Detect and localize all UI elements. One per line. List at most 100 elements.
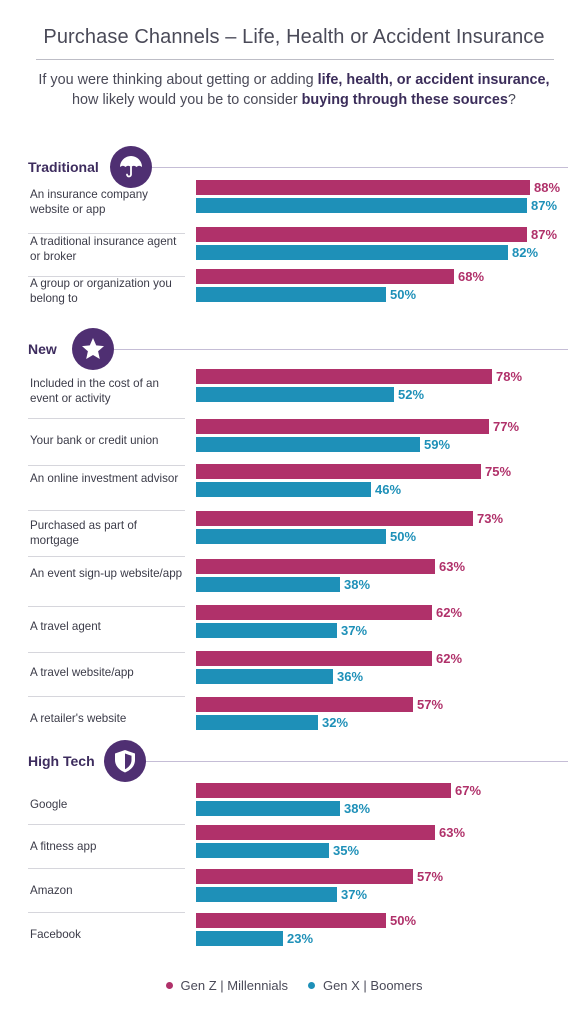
bar-a-group-or-organization-you-belong-to-gen-x-boomers (196, 287, 386, 302)
legend: Gen Z | Millennials Gen X | Boomers (0, 978, 588, 993)
data-label: 38% (344, 577, 371, 592)
bar-amazon-gen-z-millennials (196, 869, 413, 884)
data-label: 87% (531, 198, 558, 213)
data-label: 57% (417, 869, 444, 884)
data-label: 46% (375, 482, 402, 497)
bar-a-travel-agent-gen-x-boomers (196, 623, 337, 638)
category-label: A travel agent (30, 620, 101, 633)
bar-a-travel-agent-gen-z-millennials (196, 605, 432, 620)
title-divider (36, 59, 554, 60)
data-label: 77% (493, 419, 520, 434)
category-label: An insurance company website or app (30, 188, 148, 216)
data-label: 88% (534, 180, 561, 195)
data-label: 73% (477, 511, 504, 526)
data-label: 37% (341, 623, 368, 638)
bar-a-group-or-organization-you-belong-to-gen-z-millennials (196, 269, 454, 284)
bar-a-travel-website-app-gen-z-millennials (196, 651, 432, 666)
subtitle-part: If you were thinking about getting or ad… (38, 72, 318, 88)
bar-an-insurance-company-website-or-app-gen-z-millennials (196, 180, 530, 195)
bar-purchased-as-part-of-mortgage-gen-x-boomers (196, 529, 386, 544)
data-label: 68% (458, 269, 485, 284)
bar-facebook-gen-z-millennials (196, 913, 386, 928)
data-label: 82% (512, 245, 539, 260)
bar-an-event-sign-up-website-app-gen-z-millennials (196, 559, 435, 574)
category-label: Purchased as part of mortgage (30, 519, 137, 547)
data-label: 75% (485, 464, 512, 479)
bar-your-bank-or-credit-union-gen-z-millennials (196, 419, 489, 434)
chart-title: Purchase Channels – Life, Health or Acci… (43, 26, 545, 48)
row-separator (28, 696, 185, 697)
category-label: Google (30, 798, 68, 811)
data-label: 63% (439, 825, 466, 840)
subtitle-part: how likely would you be to consider (72, 92, 302, 108)
data-label: 62% (436, 605, 463, 620)
bar-a-travel-website-app-gen-x-boomers (196, 669, 333, 684)
legend-item-gen-x-boomers: Gen X | Boomers (307, 978, 423, 993)
legend-swatch (165, 982, 173, 989)
data-label: 38% (344, 801, 371, 816)
legend-swatch (307, 982, 315, 989)
data-label: 78% (496, 369, 523, 384)
bar-a-retailer-s-website-gen-z-millennials (196, 697, 413, 712)
section-title-traditional: Traditional (28, 159, 99, 175)
bar-google-gen-x-boomers (196, 801, 340, 816)
data-label: 59% (424, 437, 451, 452)
data-label: 50% (390, 913, 417, 928)
bar-a-fitness-app-gen-x-boomers (196, 843, 329, 858)
row-separator (28, 233, 185, 234)
subtitle-part: ? (507, 92, 516, 108)
category-label: A traditional insurance agent or broker (30, 235, 177, 263)
category-label: An event sign-up website/app (30, 567, 183, 580)
bar-a-traditional-insurance-agent-or-broker-gen-x-boomers (196, 245, 508, 260)
category-label: A group or organization you belong to (30, 277, 172, 305)
category-label: A fitness app (30, 840, 97, 853)
category-label: Facebook (30, 928, 81, 941)
row-separator (28, 606, 185, 607)
category-label: Included in the cost of an event or acti… (30, 377, 159, 405)
data-label: 35% (333, 843, 360, 858)
bar-an-online-investment-advisor-gen-z-millennials (196, 464, 481, 479)
row-separator (28, 276, 185, 277)
section-title-high-tech: High Tech (28, 753, 95, 769)
data-label: 37% (341, 887, 368, 902)
bar-included-in-the-cost-of-an-event-or-activity-gen-x-boomers (196, 387, 394, 402)
data-label: 36% (337, 669, 364, 684)
bar-your-bank-or-credit-union-gen-x-boomers (196, 437, 420, 452)
bar-included-in-the-cost-of-an-event-or-activity-gen-z-millennials (196, 369, 492, 384)
star-icon (72, 328, 114, 370)
section-divider (152, 167, 568, 168)
data-label: 62% (436, 651, 463, 666)
category-label: Amazon (30, 884, 73, 897)
subtitle-emphasis: life, health, or accident insurance, (317, 72, 550, 88)
bar-purchased-as-part-of-mortgage-gen-z-millennials (196, 511, 473, 526)
category-label: An online investment advisor (30, 472, 179, 485)
bar-a-fitness-app-gen-z-millennials (196, 825, 435, 840)
data-label: 52% (398, 387, 425, 402)
row-separator (28, 912, 185, 913)
legend-label: Gen X | Boomers (322, 978, 423, 993)
category-label: Your bank or credit union (30, 434, 159, 447)
data-label: 63% (439, 559, 466, 574)
data-label: 57% (417, 697, 444, 712)
data-label: 50% (390, 287, 417, 302)
data-label: 87% (531, 227, 558, 242)
bar-an-online-investment-advisor-gen-x-boomers (196, 482, 371, 497)
data-label: 50% (390, 529, 417, 544)
section-title-new: New (28, 341, 57, 357)
row-separator (28, 465, 185, 466)
row-separator (28, 652, 185, 653)
bar-a-retailer-s-website-gen-x-boomers (196, 715, 318, 730)
bar-a-traditional-insurance-agent-or-broker-gen-z-millennials (196, 227, 527, 242)
bar-an-event-sign-up-website-app-gen-x-boomers (196, 577, 340, 592)
data-label: 23% (287, 931, 314, 946)
shield-icon (104, 740, 146, 782)
section-divider (146, 761, 568, 762)
data-label: 67% (455, 783, 482, 798)
legend-label: Gen Z | Millennials (180, 978, 288, 993)
row-separator (28, 418, 185, 419)
row-separator (28, 510, 185, 511)
umbrella-icon (110, 146, 152, 188)
row-separator (28, 556, 185, 557)
category-label: A travel website/app (30, 666, 134, 679)
chart-subtitle: If you were thinking about getting or ad… (0, 70, 588, 110)
